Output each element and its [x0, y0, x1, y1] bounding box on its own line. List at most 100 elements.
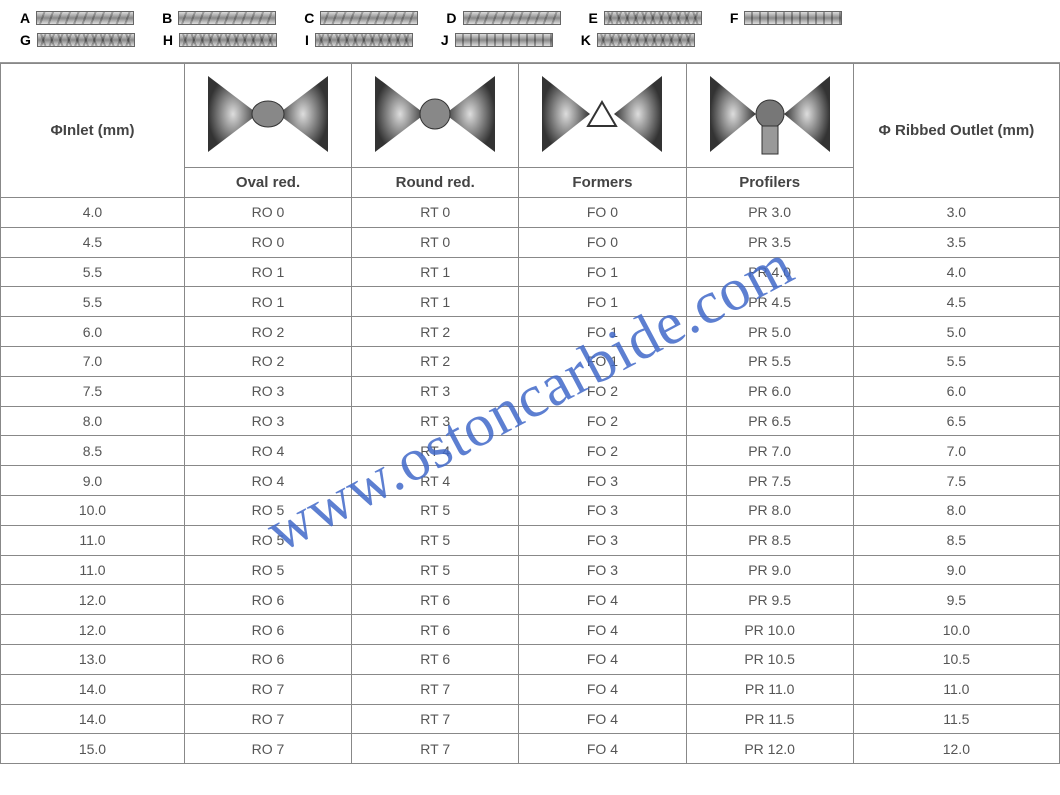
pattern-bar	[320, 11, 418, 25]
table-cell: FO 3	[519, 555, 686, 585]
table-cell: 10.5	[853, 644, 1059, 674]
table-cell: 14.0	[1, 704, 185, 734]
table-cell: FO 2	[519, 376, 686, 406]
pattern-letter: E	[589, 10, 598, 26]
pattern-item: H	[163, 32, 277, 48]
pattern-item: K	[581, 32, 695, 48]
table-row: 6.0RO 2RT 2FO 1PR 5.05.0	[1, 317, 1060, 347]
table-cell: PR 3.5	[686, 227, 853, 257]
pattern-bar	[37, 33, 135, 47]
pattern-item: F	[730, 10, 843, 26]
table-cell: RO 1	[184, 257, 351, 287]
table-cell: FO 3	[519, 525, 686, 555]
table-cell: RT 7	[352, 734, 519, 764]
table-cell: FO 1	[519, 287, 686, 317]
pattern-item: B	[162, 10, 276, 26]
table-cell: 5.5	[853, 346, 1059, 376]
table-cell: RT 5	[352, 495, 519, 525]
table-cell: PR 11.5	[686, 704, 853, 734]
pattern-letter: G	[20, 32, 31, 48]
header-inlet: ΦInlet (mm)	[1, 64, 185, 198]
table-cell: 8.5	[1, 436, 185, 466]
pattern-item: I	[305, 32, 413, 48]
table-cell: PR 7.0	[686, 436, 853, 466]
table-cell: 7.5	[853, 466, 1059, 496]
header-profilers-img	[686, 64, 853, 168]
table-cell: 9.0	[853, 555, 1059, 585]
table-cell: 6.0	[1, 317, 185, 347]
table-cell: RO 6	[184, 615, 351, 645]
table-cell: FO 4	[519, 704, 686, 734]
table-cell: 10.0	[1, 495, 185, 525]
table-cell: FO 1	[519, 346, 686, 376]
pattern-bar	[744, 11, 842, 25]
table-cell: 12.0	[1, 585, 185, 615]
table-cell: RT 7	[352, 704, 519, 734]
table-cell: FO 1	[519, 257, 686, 287]
table-cell: RO 4	[184, 466, 351, 496]
pattern-legend: A B C D E F G H I J K	[0, 0, 1060, 63]
table-cell: RT 5	[352, 525, 519, 555]
table-cell: 4.5	[1, 227, 185, 257]
pattern-bar	[463, 11, 561, 25]
table-cell: 5.5	[1, 257, 185, 287]
table-cell: 11.0	[853, 674, 1059, 704]
table-cell: 6.5	[853, 406, 1059, 436]
table-cell: RT 0	[352, 227, 519, 257]
table-cell: 7.0	[853, 436, 1059, 466]
table-cell: RT 1	[352, 287, 519, 317]
pattern-item: G	[20, 32, 135, 48]
table-cell: RO 7	[184, 674, 351, 704]
table-cell: RT 7	[352, 674, 519, 704]
pattern-letter: D	[446, 10, 456, 26]
table-cell: PR 8.0	[686, 495, 853, 525]
header-round-img	[352, 64, 519, 168]
table-row: 11.0RO 5RT 5FO 3PR 8.58.5	[1, 525, 1060, 555]
table-cell: 3.5	[853, 227, 1059, 257]
pattern-letter: F	[730, 10, 739, 26]
table-cell: RT 6	[352, 585, 519, 615]
table-cell: 7.0	[1, 346, 185, 376]
table-cell: 5.5	[1, 287, 185, 317]
table-cell: FO 3	[519, 495, 686, 525]
table-cell: 12.0	[853, 734, 1059, 764]
subheader-oval: Oval red.	[184, 168, 351, 198]
table-cell: PR 7.5	[686, 466, 853, 496]
spec-table: ΦInlet (mm)	[0, 63, 1060, 764]
pattern-letter: J	[441, 32, 449, 48]
pattern-item: E	[589, 10, 702, 26]
pattern-bar	[597, 33, 695, 47]
table-row: 11.0RO 5RT 5FO 3PR 9.09.0	[1, 555, 1060, 585]
table-cell: RT 6	[352, 615, 519, 645]
table-cell: PR 10.5	[686, 644, 853, 674]
table-cell: 7.5	[1, 376, 185, 406]
table-cell: 9.5	[853, 585, 1059, 615]
table-cell: PR 4.5	[686, 287, 853, 317]
table-cell: RO 6	[184, 585, 351, 615]
table-cell: FO 1	[519, 317, 686, 347]
table-cell: 4.0	[853, 257, 1059, 287]
table-row: 7.5RO 3RT 3FO 2PR 6.06.0	[1, 376, 1060, 406]
table-row: 4.0RO 0RT 0FO 0PR 3.03.0	[1, 198, 1060, 228]
table-cell: FO 0	[519, 198, 686, 228]
table-row: 14.0RO 7RT 7FO 4PR 11.011.0	[1, 674, 1060, 704]
table-cell: FO 2	[519, 436, 686, 466]
table-cell: 11.0	[1, 525, 185, 555]
pattern-bar	[315, 33, 413, 47]
table-cell: RO 6	[184, 644, 351, 674]
table-cell: PR 8.5	[686, 525, 853, 555]
pattern-letter: K	[581, 32, 591, 48]
table-row: 7.0RO 2RT 2FO 1PR 5.55.5	[1, 346, 1060, 376]
subheader-round: Round red.	[352, 168, 519, 198]
table-cell: 8.0	[853, 495, 1059, 525]
table-cell: RT 3	[352, 376, 519, 406]
table-cell: RT 2	[352, 346, 519, 376]
table-row: 5.5RO 1RT 1FO 1PR 4.04.0	[1, 257, 1060, 287]
pattern-letter: A	[20, 10, 30, 26]
table-cell: RO 1	[184, 287, 351, 317]
header-outlet: Φ Ribbed Outlet (mm)	[853, 64, 1059, 198]
table-cell: 11.5	[853, 704, 1059, 734]
pattern-letter: C	[304, 10, 314, 26]
table-cell: RO 7	[184, 704, 351, 734]
table-cell: RO 0	[184, 198, 351, 228]
